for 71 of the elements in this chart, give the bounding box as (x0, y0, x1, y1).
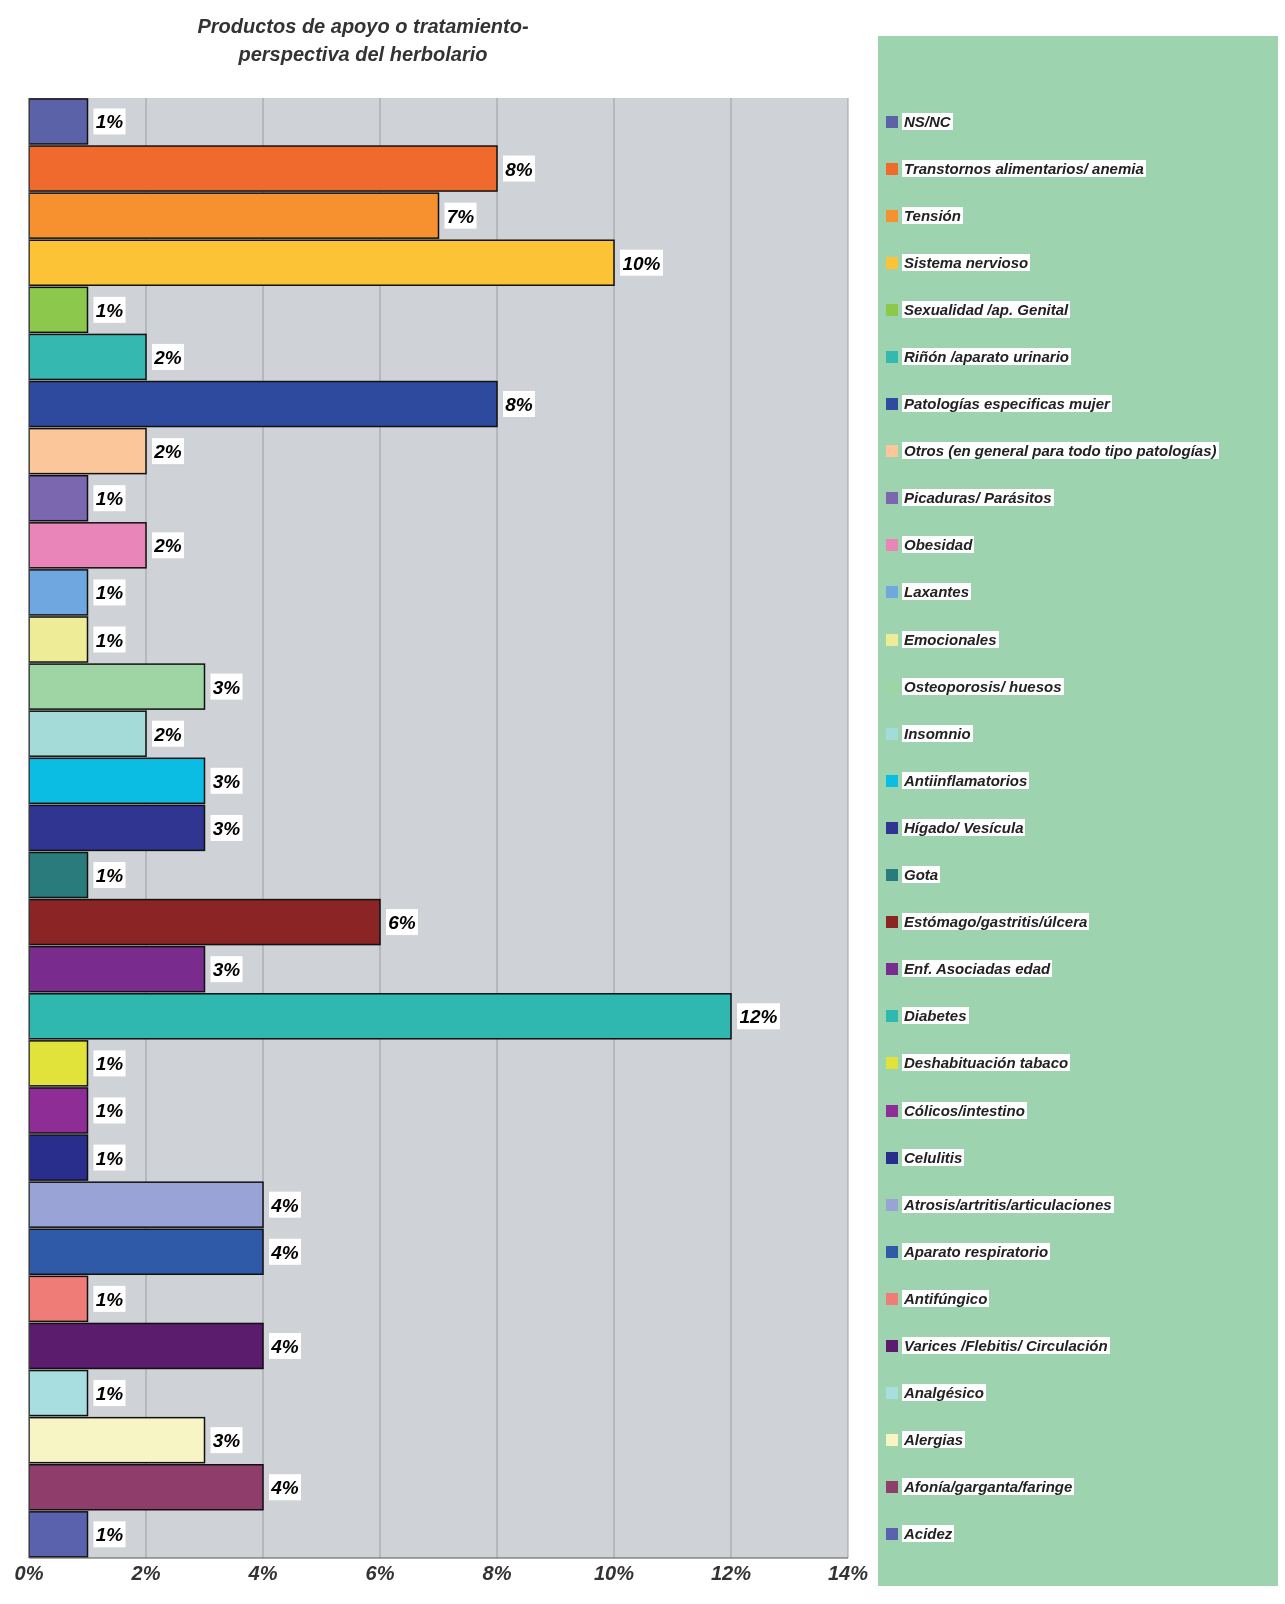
data-label: 1% (95, 1288, 124, 1310)
legend-label: Hígado/ Vesícula (902, 818, 1026, 836)
data-label: 1% (95, 582, 124, 604)
data-label: 4% (270, 1194, 299, 1216)
legend-label: Tensión (902, 206, 963, 224)
data-label: 1% (95, 1383, 124, 1405)
data-label: 8% (505, 394, 533, 416)
data-label: 3% (212, 1430, 241, 1452)
x-tick-label: 4% (247, 1562, 278, 1585)
legend-label: Sexualidad /ap. Genital (902, 300, 1071, 318)
data-label: 4% (270, 1241, 299, 1263)
legend-label: Antiinflamatorios (902, 771, 1030, 789)
legend-label: Celulitis (902, 1148, 965, 1166)
x-tick-label: 6% (365, 1562, 395, 1585)
legend-label: Obesidad (902, 536, 975, 554)
x-tick-label: 0% (14, 1562, 44, 1585)
legend-label: Antifúngico (902, 1289, 990, 1307)
data-label: 1% (95, 1147, 124, 1169)
legend-label: Deshabituación tabaco (902, 1054, 1071, 1072)
x-tick-label: 14% (827, 1562, 869, 1585)
data-label: 2% (153, 346, 182, 368)
x-tick-label: 12% (710, 1562, 752, 1585)
data-label: 8% (505, 158, 533, 180)
legend-label: Patologías especificas mujer (902, 395, 1112, 413)
data-label: 1% (95, 299, 124, 321)
data-label: 3% (212, 959, 241, 981)
legend-label: Afonía/garganta/faringe (902, 1478, 1075, 1496)
data-label: 3% (212, 770, 241, 792)
legend-label: Riñón /aparato urinario (902, 348, 1072, 366)
legend-label: Varices /Flebitis/ Circulación (902, 1336, 1110, 1354)
chart-title: Productos de apoyo o tratamiento-perspectiva del herbolario (196, 14, 530, 67)
data-label: 10% (622, 252, 661, 274)
data-label: 12% (739, 1006, 778, 1028)
legend-label: Laxantes (902, 583, 972, 601)
legend-label: Picaduras/ Parásitos (902, 489, 1054, 507)
legend-label: Otros (en general para todo tipo patologías) (902, 442, 1219, 460)
x-tick-label: 8% (482, 1562, 512, 1585)
data-label: 2% (153, 723, 182, 745)
legend-label: Diabetes (902, 1007, 969, 1025)
data-label: 3% (212, 676, 241, 698)
legend-label: Insomnio (902, 724, 973, 742)
legend-label: Transtornos alimentarios/ anemia (902, 159, 1146, 177)
data-label: 1% (95, 629, 124, 651)
data-label: 7% (446, 205, 475, 227)
data-label: 6% (388, 912, 416, 934)
data-label: 1% (95, 1053, 124, 1075)
legend-label: Gota (902, 866, 941, 884)
legend-label: Enf. Asociadas edad (902, 960, 1053, 978)
data-label: 4% (270, 1335, 299, 1357)
legend-label: Aparato respiratorio (902, 1242, 1051, 1260)
legend-label: NS/NC (902, 112, 953, 130)
legend-label: Cólicos/intestino (902, 1101, 1027, 1119)
data-label: 1% (95, 488, 124, 510)
x-tick-label: 2% (130, 1562, 161, 1585)
legend-label: Analgésico (902, 1384, 987, 1402)
legend-label: Acidez (902, 1525, 955, 1543)
legend-label: Emocionales (902, 630, 999, 648)
data-label: 1% (95, 1100, 124, 1122)
data-label: 1% (95, 864, 124, 886)
x-tick-label: 10% (593, 1562, 635, 1585)
data-label: 1% (95, 111, 124, 133)
data-label: 4% (270, 1477, 299, 1499)
legend-label: Estómago/gastritis/úlcera (902, 913, 1090, 931)
data-label: 3% (212, 817, 241, 839)
legend-label: Osteoporosis/ huesos (902, 677, 1064, 695)
data-label: 2% (153, 441, 182, 463)
legend-label: Sistema nervioso (902, 253, 1031, 271)
data-label: 1% (95, 1524, 124, 1546)
legend-label: Atrosis/artritis/articulaciones (902, 1195, 1114, 1213)
data-label: 2% (153, 535, 182, 557)
legend-label: Alergias (902, 1431, 966, 1449)
